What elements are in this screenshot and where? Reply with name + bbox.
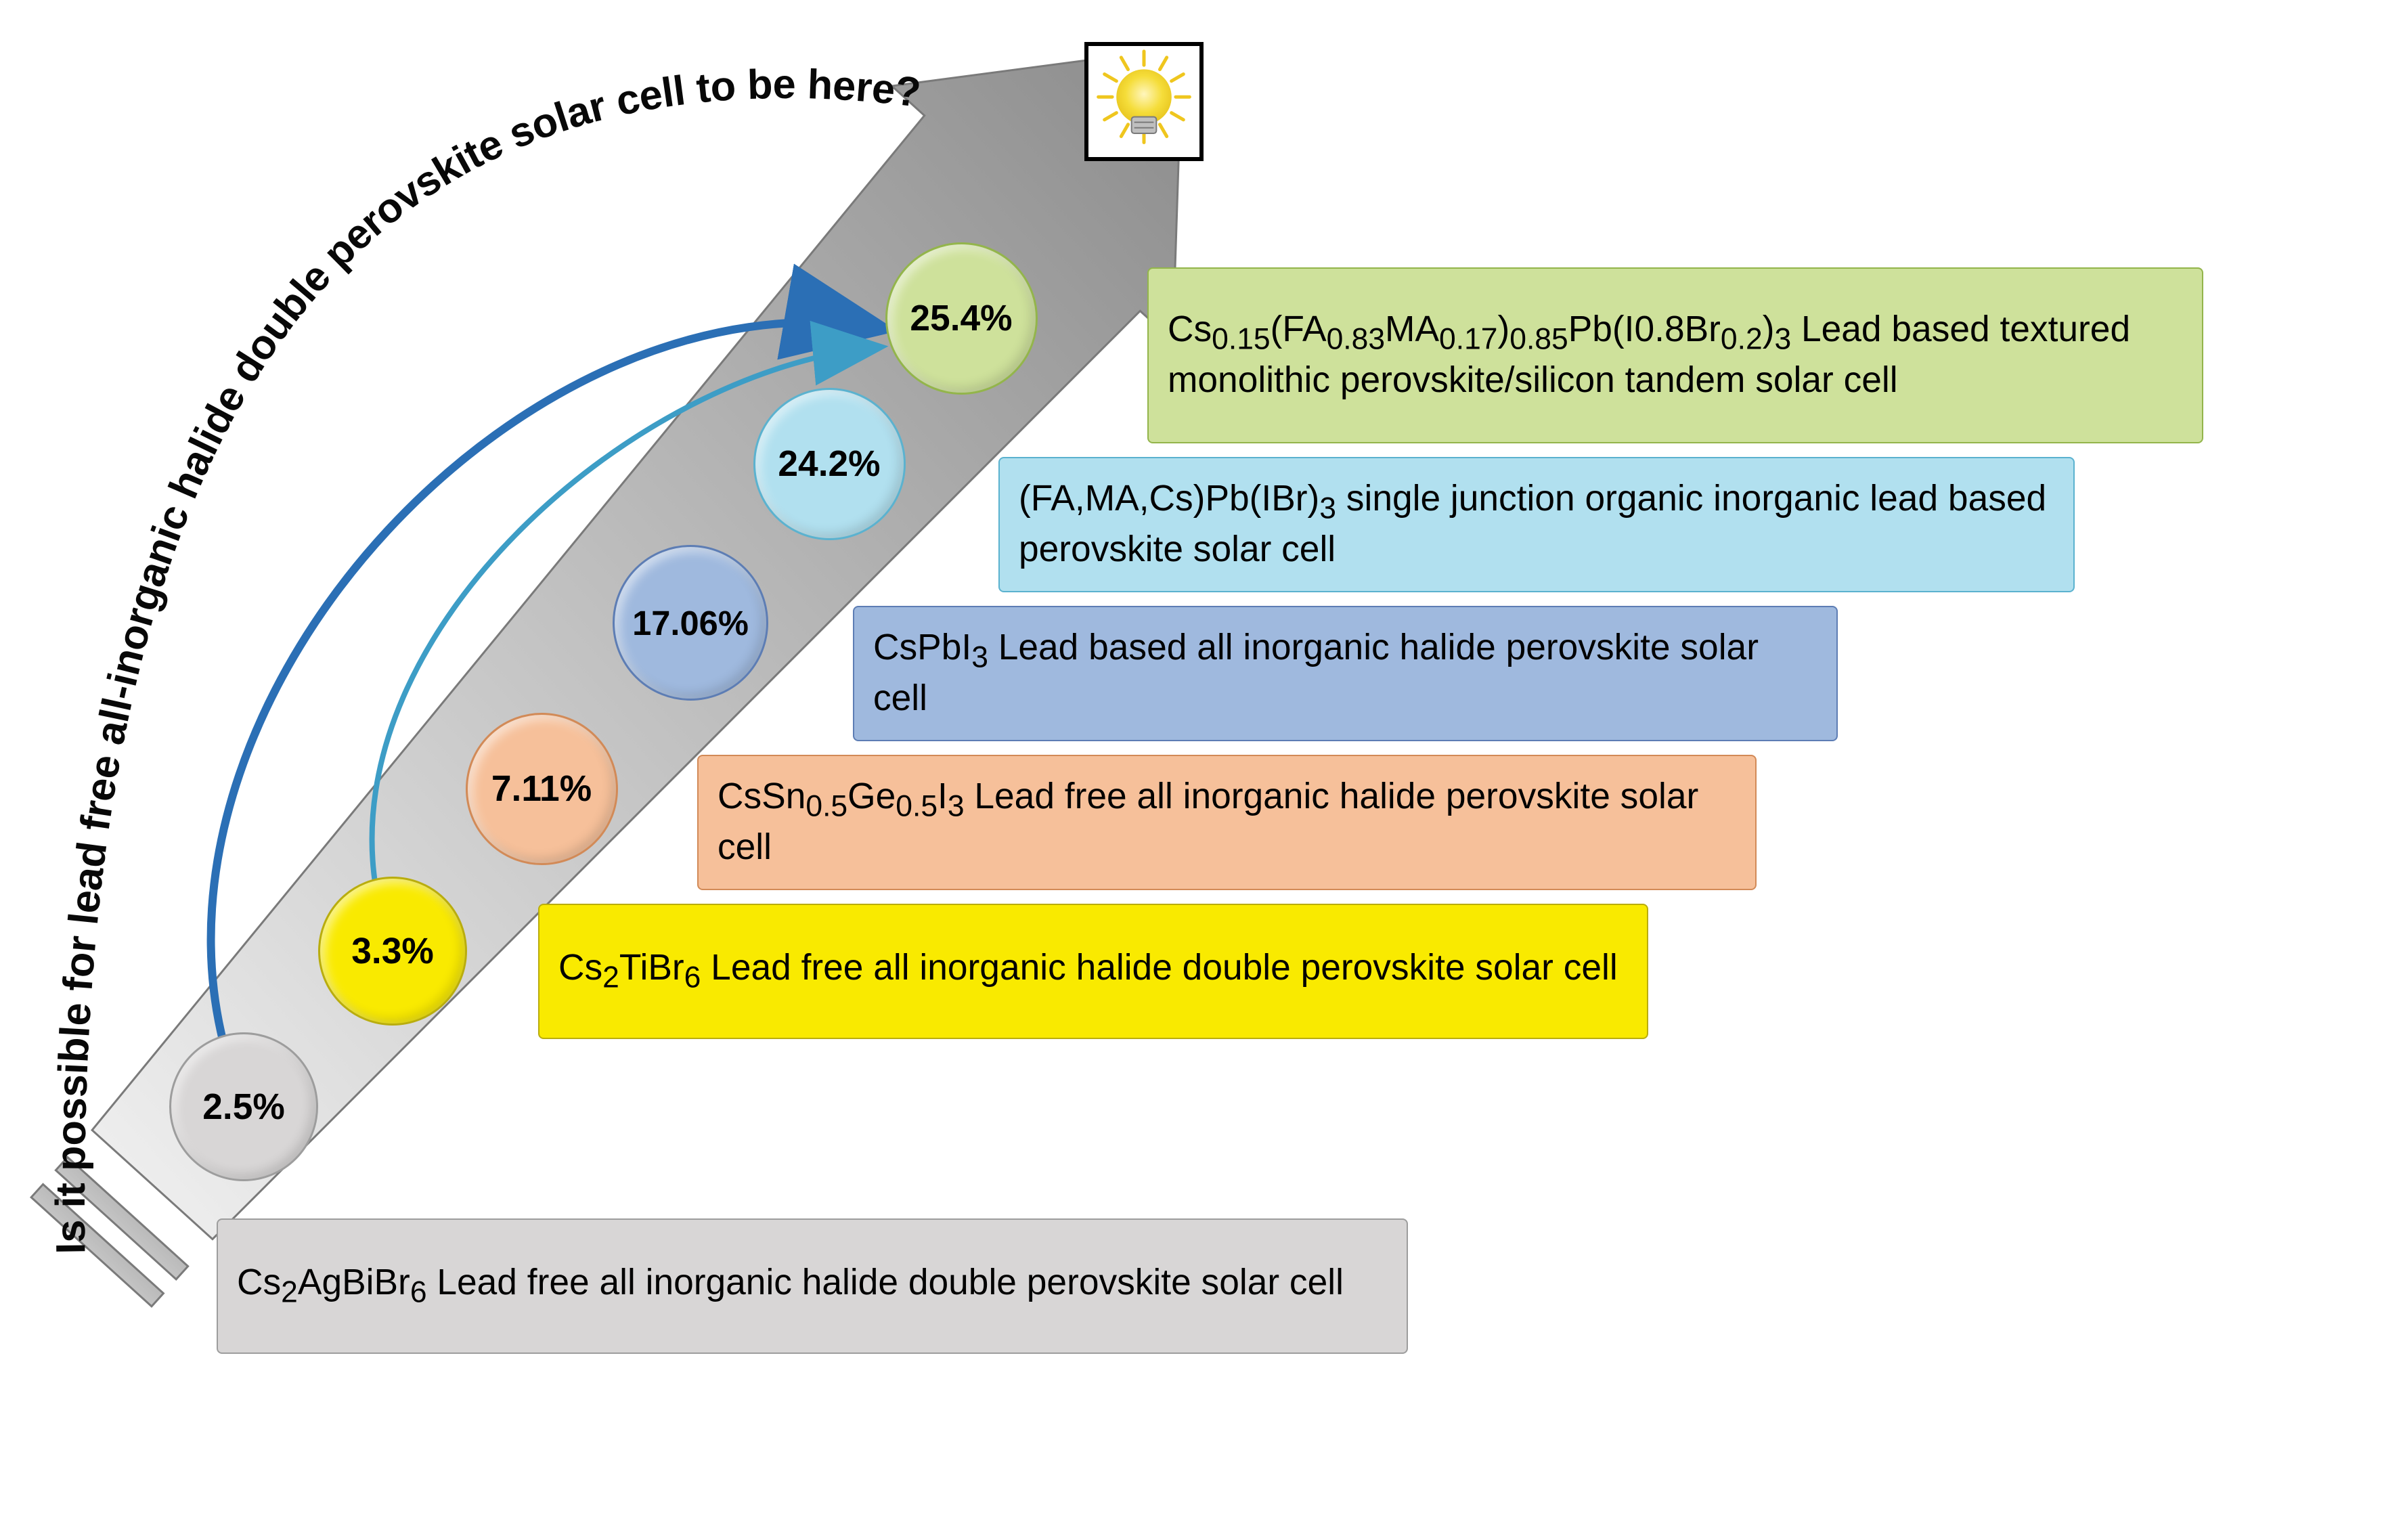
efficiency-value: 7.11% (491, 768, 592, 810)
description-d1: Cs2AgBiBr6 Lead free all inorganic halid… (217, 1218, 1408, 1354)
efficiency-value: 2.5% (202, 1086, 285, 1128)
efficiency-value: 17.06% (632, 603, 749, 643)
description-text: Cs2TiBr6 Lead free all inorganic halide … (558, 946, 1618, 996)
description-text: (FA,MA,Cs)Pb(IBr)3 single junction organ… (1019, 477, 2054, 573)
efficiency-bubble-b5: 24.2% (753, 388, 906, 540)
description-d5: (FA,MA,Cs)Pb(IBr)3 single junction organ… (998, 457, 2075, 592)
efficiency-bubble-b4: 17.06% (613, 545, 768, 701)
efficiency-value: 24.2% (778, 443, 880, 485)
efficiency-bubble-b1: 2.5% (169, 1032, 318, 1181)
efficiency-bubble-b3: 7.11% (466, 713, 618, 865)
description-d3: CsSn0.5Ge0.5I3 Lead free all inorganic h… (697, 755, 1757, 890)
efficiency-value: 25.4% (910, 298, 1012, 339)
description-text: CsSn0.5Ge0.5I3 Lead free all inorganic h… (718, 774, 1736, 871)
efficiency-bubble-b2: 3.3% (318, 877, 467, 1026)
diagram-stage: Is it possible for lead free all-inorgan… (0, 0, 2382, 1540)
description-text: CsPbI3 Lead based all inorganic halide p… (873, 625, 1817, 722)
description-d6: Cs0.15(FA0.83MA0.17)0.85Pb(I0.8Br0.2)3 L… (1147, 267, 2203, 443)
description-d2: Cs2TiBr6 Lead free all inorganic halide … (538, 904, 1648, 1039)
description-text: Cs0.15(FA0.83MA0.17)0.85Pb(I0.8Br0.2)3 L… (1168, 307, 2183, 403)
efficiency-bubble-b6: 25.4% (885, 242, 1038, 395)
lightbulb-icon (1086, 44, 1201, 159)
description-d4: CsPbI3 Lead based all inorganic halide p… (853, 606, 1838, 741)
efficiency-value: 3.3% (351, 931, 434, 972)
description-text: Cs2AgBiBr6 Lead free all inorganic halid… (237, 1260, 1344, 1311)
